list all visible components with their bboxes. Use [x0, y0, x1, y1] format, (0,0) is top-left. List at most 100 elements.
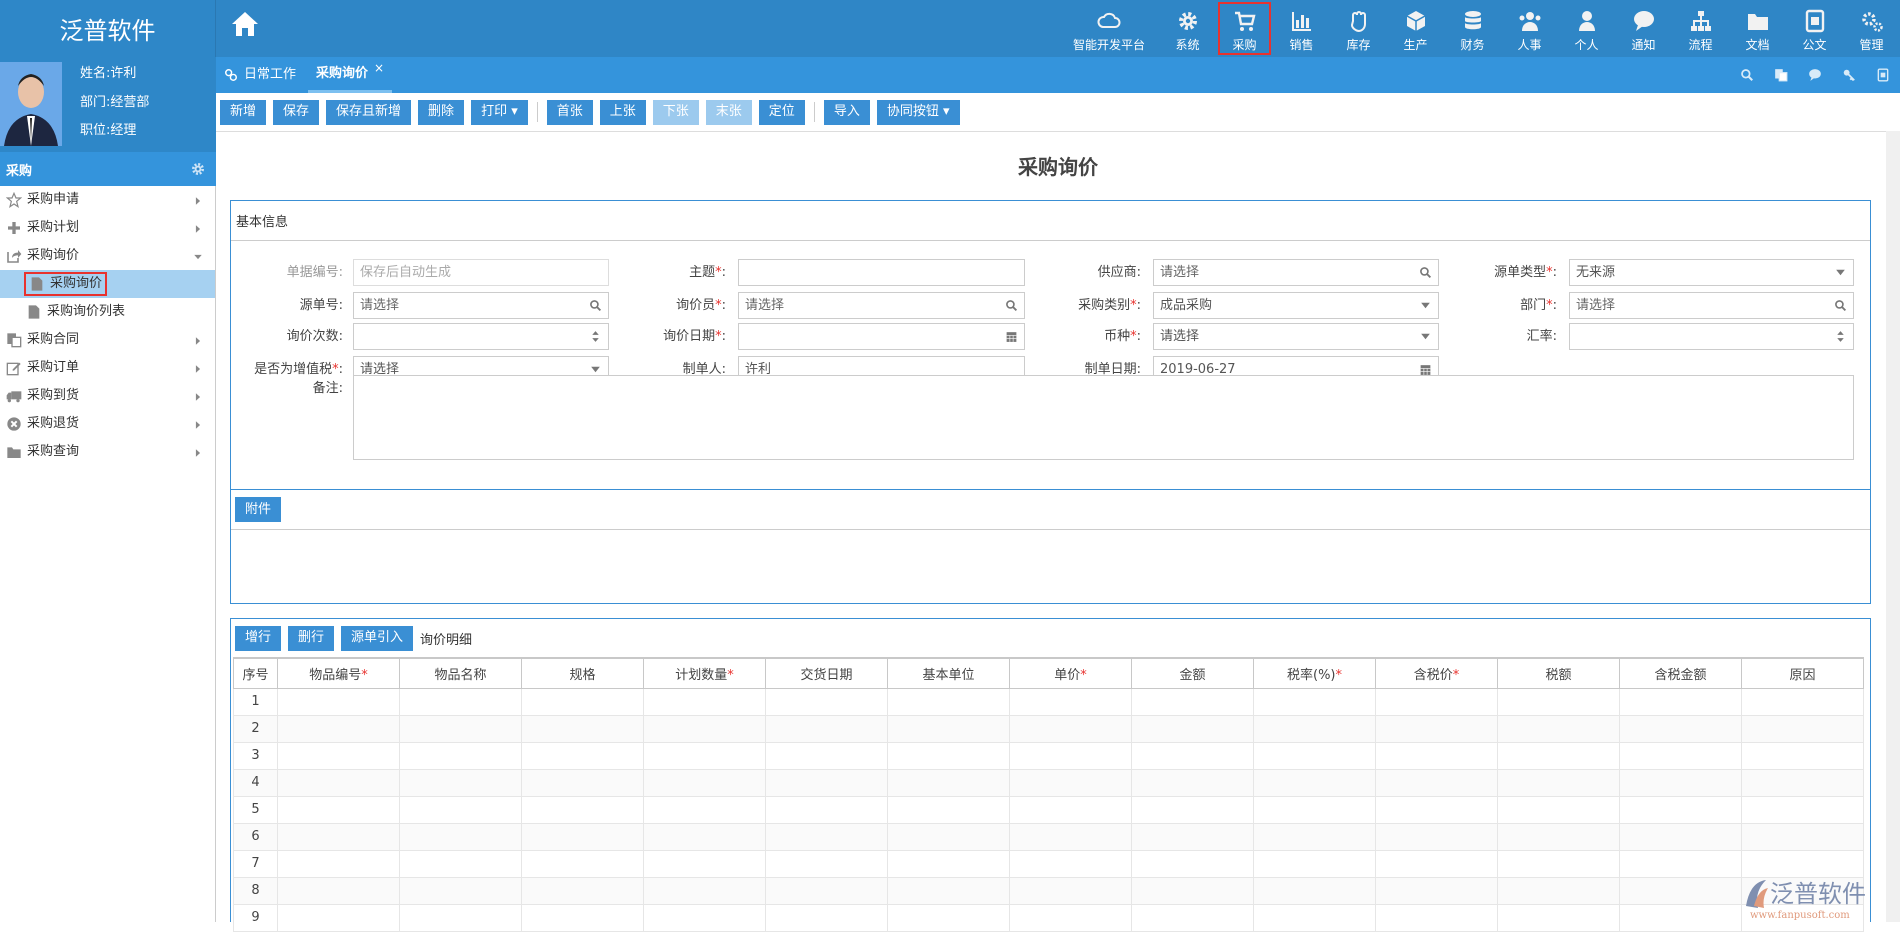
sidebar-item[interactable]: 采购申请 — [0, 186, 215, 214]
table-cell[interactable] — [521, 768, 644, 797]
table-cell[interactable] — [643, 741, 766, 770]
table-cell[interactable] — [887, 876, 1010, 905]
table-cell[interactable] — [1741, 714, 1864, 743]
table-cell[interactable] — [1619, 768, 1742, 797]
sidebar-item[interactable]: 采购询价列表 — [0, 298, 215, 326]
search-icon[interactable] — [1740, 68, 1754, 82]
table-cell[interactable] — [1131, 822, 1254, 851]
table-cell[interactable] — [1009, 795, 1132, 824]
table-cell[interactable] — [1253, 687, 1376, 716]
module-gears[interactable]: 管理 — [1843, 0, 1900, 57]
module-cart[interactable]: 采购 — [1216, 0, 1273, 57]
table-cell[interactable] — [277, 795, 400, 824]
table-cell[interactable] — [765, 849, 888, 878]
search-icon[interactable] — [1005, 299, 1018, 312]
table-cell[interactable] — [1009, 714, 1132, 743]
table-cell[interactable] — [1253, 741, 1376, 770]
toolbar-button[interactable]: 导入 — [823, 99, 870, 125]
table-cell[interactable] — [1619, 849, 1742, 878]
toolbar-button[interactable]: 新增 — [220, 99, 267, 125]
sidebar-item[interactable]: 采购退货 — [0, 410, 215, 438]
remark-textarea[interactable] — [353, 375, 1854, 460]
table-cell[interactable] — [1741, 741, 1864, 770]
table-cell[interactable] — [399, 795, 522, 824]
add-row-button[interactable]: 增行 — [235, 625, 282, 651]
module-gear[interactable]: 系统 — [1159, 0, 1216, 57]
table-cell[interactable] — [643, 795, 766, 824]
toolbar-button[interactable]: 下张 — [652, 99, 699, 125]
toolbar-button[interactable]: 打印 ▾ — [471, 99, 528, 125]
table-cell[interactable] — [1375, 768, 1498, 797]
toolbar-button[interactable]: 定位 — [758, 99, 805, 125]
table-cell[interactable] — [399, 741, 522, 770]
table-cell[interactable] — [643, 903, 766, 932]
table-cell[interactable] — [521, 687, 644, 716]
table-cell[interactable] — [643, 768, 766, 797]
sidebar-item[interactable]: 采购询价 — [0, 270, 215, 298]
calendar-icon[interactable] — [1005, 330, 1018, 343]
table-cell[interactable] — [887, 687, 1010, 716]
table-cell[interactable] — [1253, 876, 1376, 905]
table-cell[interactable] — [1253, 714, 1376, 743]
table-cell[interactable] — [1253, 795, 1376, 824]
supplier-field[interactable]: 请选择 — [1153, 259, 1439, 286]
calendar-icon[interactable] — [1419, 363, 1432, 376]
sidebar-item[interactable]: 采购订单 — [0, 354, 215, 382]
table-cell[interactable] — [1131, 741, 1254, 770]
table-cell[interactable] — [1131, 849, 1254, 878]
table-cell[interactable] — [765, 903, 888, 932]
doc-no-field[interactable]: 保存后自动生成 — [353, 259, 609, 286]
table-cell[interactable] — [1253, 903, 1376, 932]
source-type-field[interactable]: 无来源 — [1569, 259, 1854, 286]
table-cell[interactable] — [1131, 903, 1254, 932]
table-cell[interactable] — [765, 714, 888, 743]
table-cell[interactable] — [765, 741, 888, 770]
table-cell[interactable] — [1375, 741, 1498, 770]
tab-purchase-inquiry[interactable]: 采购询价 × — [308, 57, 393, 93]
table-cell[interactable] — [1131, 714, 1254, 743]
table-cell[interactable] — [277, 741, 400, 770]
table-cell[interactable] — [765, 822, 888, 851]
table-cell[interactable] — [1497, 903, 1620, 932]
skin-icon[interactable] — [1808, 68, 1822, 82]
module-bar-chart[interactable]: 销售 — [1273, 0, 1330, 57]
table-cell[interactable] — [1131, 795, 1254, 824]
table-cell[interactable] — [1253, 822, 1376, 851]
table-cell[interactable] — [1497, 822, 1620, 851]
table-cell[interactable] — [399, 822, 522, 851]
table-cell[interactable] — [1741, 822, 1864, 851]
table-cell[interactable] — [399, 849, 522, 878]
spinner-icon[interactable] — [589, 330, 602, 343]
subject-field[interactable] — [738, 259, 1025, 286]
table-cell[interactable] — [277, 822, 400, 851]
table-cell[interactable] — [1009, 741, 1132, 770]
table-cell[interactable] — [277, 687, 400, 716]
table-cell[interactable] — [1497, 687, 1620, 716]
source-no-field[interactable]: 请选择 — [353, 292, 609, 319]
table-cell[interactable] — [887, 849, 1010, 878]
table-cell[interactable] — [521, 876, 644, 905]
table-cell[interactable] — [399, 714, 522, 743]
table-cell[interactable] — [399, 903, 522, 932]
module-users[interactable]: 人事 — [1501, 0, 1558, 57]
table-cell[interactable] — [521, 714, 644, 743]
table-cell[interactable] — [399, 687, 522, 716]
table-cell[interactable] — [1619, 795, 1742, 824]
table-cell[interactable] — [1375, 822, 1498, 851]
table-cell[interactable] — [887, 714, 1010, 743]
import-source-button[interactable]: 源单引入 — [341, 625, 414, 651]
spinner-icon[interactable] — [1834, 330, 1847, 343]
sidebar-item[interactable]: 采购合同 — [0, 326, 215, 354]
date-field[interactable] — [738, 323, 1025, 350]
table-cell[interactable] — [1009, 876, 1132, 905]
table-cell[interactable] — [1375, 876, 1498, 905]
module-chat[interactable]: 通知 — [1615, 0, 1672, 57]
table-cell[interactable] — [277, 714, 400, 743]
restore-icon[interactable] — [1774, 68, 1788, 82]
sidebar-item[interactable]: 采购计划 — [0, 214, 215, 242]
table-cell[interactable] — [643, 687, 766, 716]
table-cell[interactable] — [521, 795, 644, 824]
chevron-down-icon[interactable] — [1419, 330, 1432, 343]
table-cell[interactable] — [1619, 714, 1742, 743]
close-icon[interactable]: × — [374, 60, 385, 75]
